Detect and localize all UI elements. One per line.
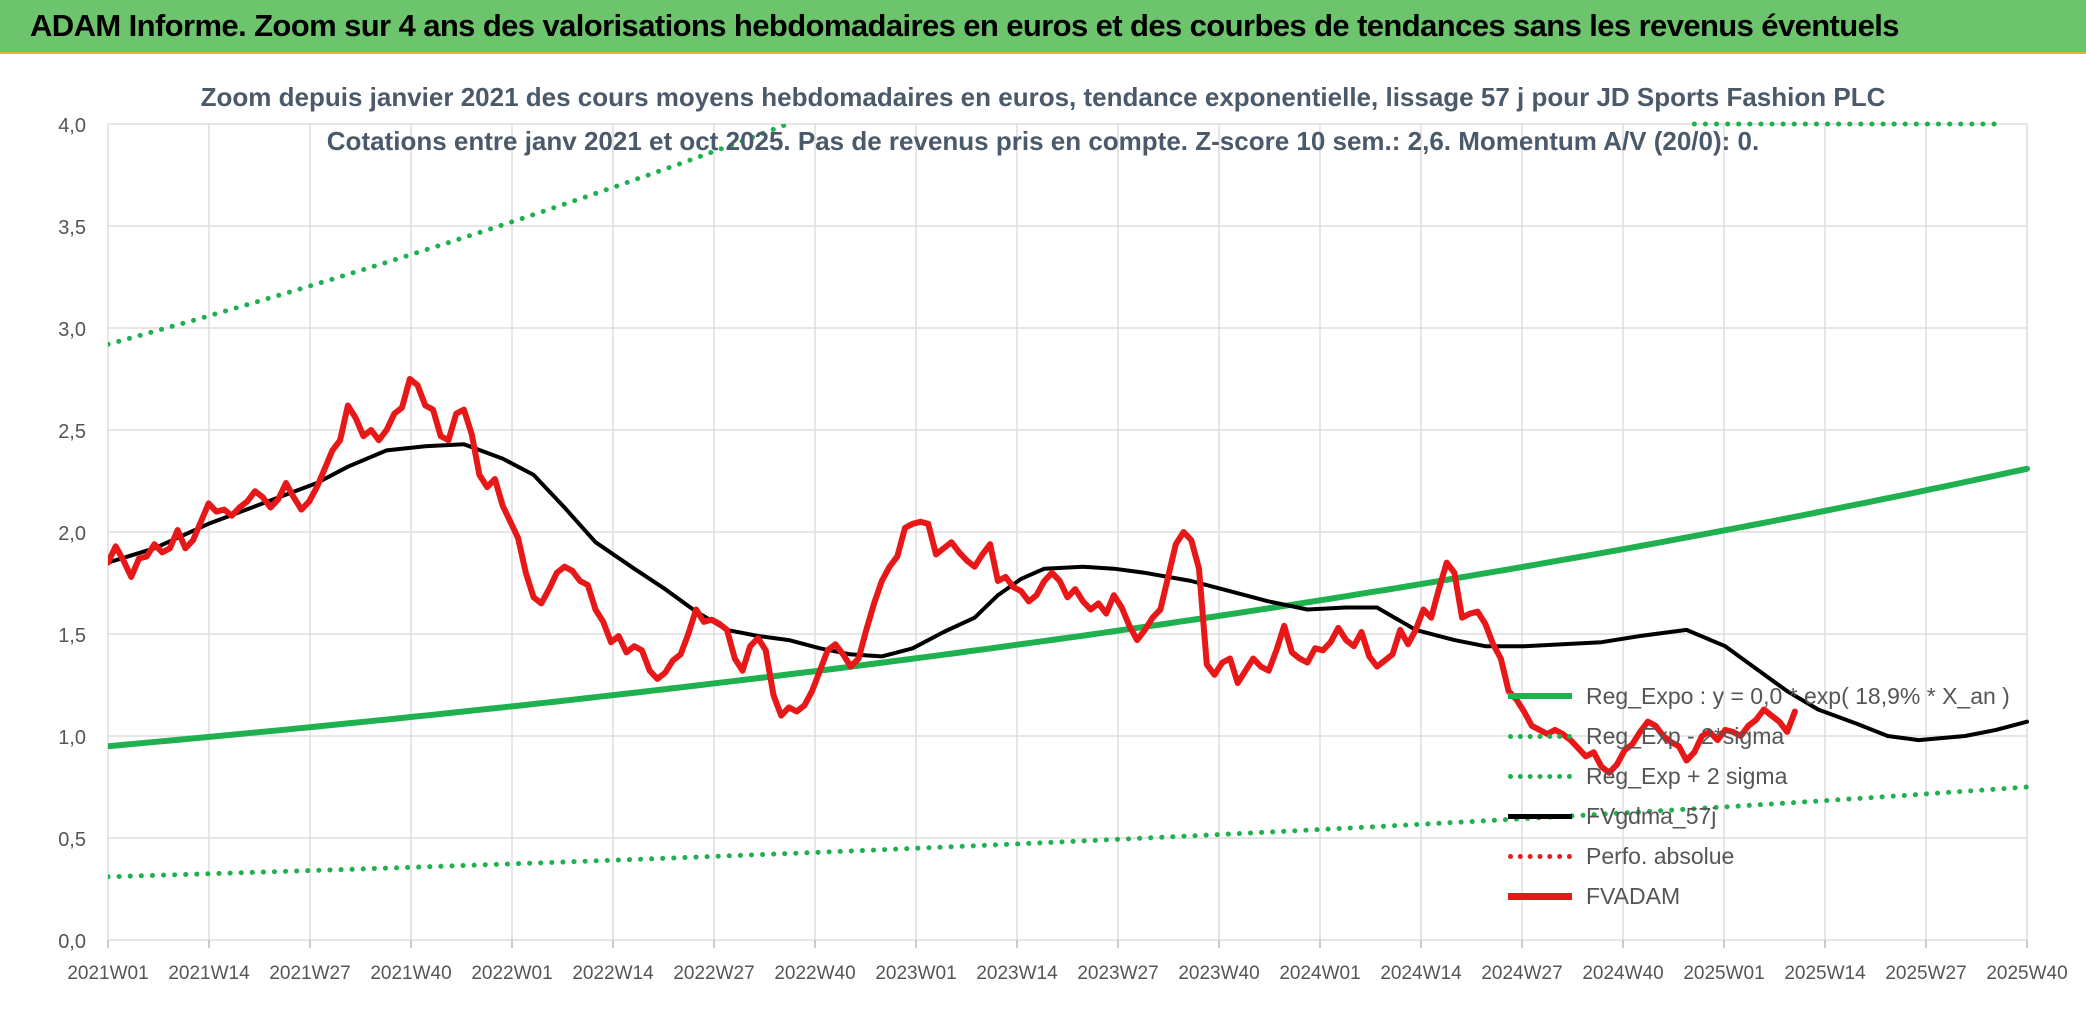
x-tick-label: 2025W14 — [1784, 963, 1866, 984]
x-tick-label: 2021W40 — [370, 963, 451, 984]
legend-label: FVgdma_57j — [1586, 802, 1717, 829]
legend-item: Perfo. absolue — [1508, 836, 2010, 876]
x-tick-label: 2023W40 — [1178, 963, 1259, 984]
legend-swatch — [1508, 892, 1572, 900]
legend-item: Reg_Expo : y = 0,0 * exp( 18,9% * X_an ) — [1508, 676, 2010, 716]
reg-exp-minus-2sigma-line — [108, 784, 2030, 880]
x-tick-label: 2023W01 — [875, 963, 956, 984]
reg-expo-line — [108, 465, 2030, 750]
legend-swatch — [1508, 853, 1572, 859]
x-tick-label: 2022W01 — [471, 963, 552, 984]
fvgdma-57j-line — [108, 442, 2029, 743]
chart-legend: Reg_Expo : y = 0,0 * exp( 18,9% * X_an )… — [1508, 676, 2010, 916]
y-tick-label: 3,0 — [58, 319, 86, 341]
y-tick-label: 2,0 — [58, 523, 86, 545]
x-tick-label: 2024W27 — [1481, 963, 1562, 984]
legend-label: Reg_Exp + 2 sigma — [1586, 762, 1788, 789]
legend-item: Reg_Exp - 2*sigma — [1508, 716, 2010, 756]
y-tick-label: 0,0 — [58, 931, 86, 953]
line-chart: 0,0 0,5 1,0 1,5 2,0 2,5 3,0 3,5 4,0 2021W01 2021W1… — [58, 115, 2067, 984]
legend-swatch — [1508, 773, 1572, 779]
x-tick-label: 2025W27 — [1885, 963, 1966, 984]
x-tick-label: 2024W14 — [1380, 963, 1462, 984]
x-tick-label: 2024W40 — [1582, 963, 1663, 984]
x-tick-label: 2021W27 — [269, 963, 350, 984]
chart-area: 0,0 0,5 1,0 1,5 2,0 2,5 3,0 3,5 4,0 2021W01 2021W1… — [0, 54, 2086, 1031]
legend-item: FVADAM — [1508, 876, 2010, 916]
x-tick-label: 2021W14 — [168, 963, 250, 984]
y-tick-label: 0,5 — [58, 829, 86, 851]
chart-subtitle: Cotations entre janv 2021 et oct 2025. P… — [326, 126, 1760, 156]
report-title: ADAM Informe. Zoom sur 4 ans des valoris… — [30, 8, 1900, 43]
legend-item: FVgdma_57j — [1508, 796, 2010, 836]
legend-swatch — [1508, 813, 1572, 819]
x-tick-label: 2022W40 — [774, 963, 855, 984]
reg-exp-plus-2sigma-line — [108, 124, 795, 347]
report-banner: ADAM Informe. Zoom sur 4 ans des valoris… — [0, 0, 2086, 54]
x-tick-label: 2021W01 — [67, 963, 148, 984]
chart-title: Zoom depuis janvier 2021 des cours moyen… — [200, 82, 1886, 112]
y-tick-label: 1,5 — [58, 625, 86, 647]
axes: 0,0 0,5 1,0 1,5 2,0 2,5 3,0 3,5 4,0 2021W01 2021W1… — [58, 115, 2067, 984]
legend-label: FVADAM — [1586, 882, 1681, 909]
x-tick-label: 2025W01 — [1683, 963, 1764, 984]
legend-label: Perfo. absolue — [1586, 842, 1735, 869]
legend-swatch — [1508, 733, 1572, 739]
x-tick-label: 2024W01 — [1279, 963, 1360, 984]
x-tick-label: 2022W27 — [673, 963, 754, 984]
x-tick-label: 2023W27 — [1077, 963, 1158, 984]
legend-swatch — [1508, 693, 1572, 699]
legend-item: Reg_Exp + 2 sigma — [1508, 756, 2010, 796]
x-tick-label: 2025W40 — [1986, 963, 2067, 984]
legend-label: Reg_Exp - 2*sigma — [1586, 722, 1785, 749]
y-tick-label: 1,0 — [58, 727, 86, 749]
legend-label: Reg_Expo : y = 0,0 * exp( 18,9% * X_an ) — [1586, 682, 2010, 709]
y-tick-label: 2,5 — [58, 421, 86, 443]
y-tick-label: 3,5 — [58, 217, 86, 239]
x-tick-label: 2022W14 — [572, 963, 654, 984]
y-tick-label: 4,0 — [58, 115, 86, 137]
x-tick-label: 2023W14 — [976, 963, 1058, 984]
